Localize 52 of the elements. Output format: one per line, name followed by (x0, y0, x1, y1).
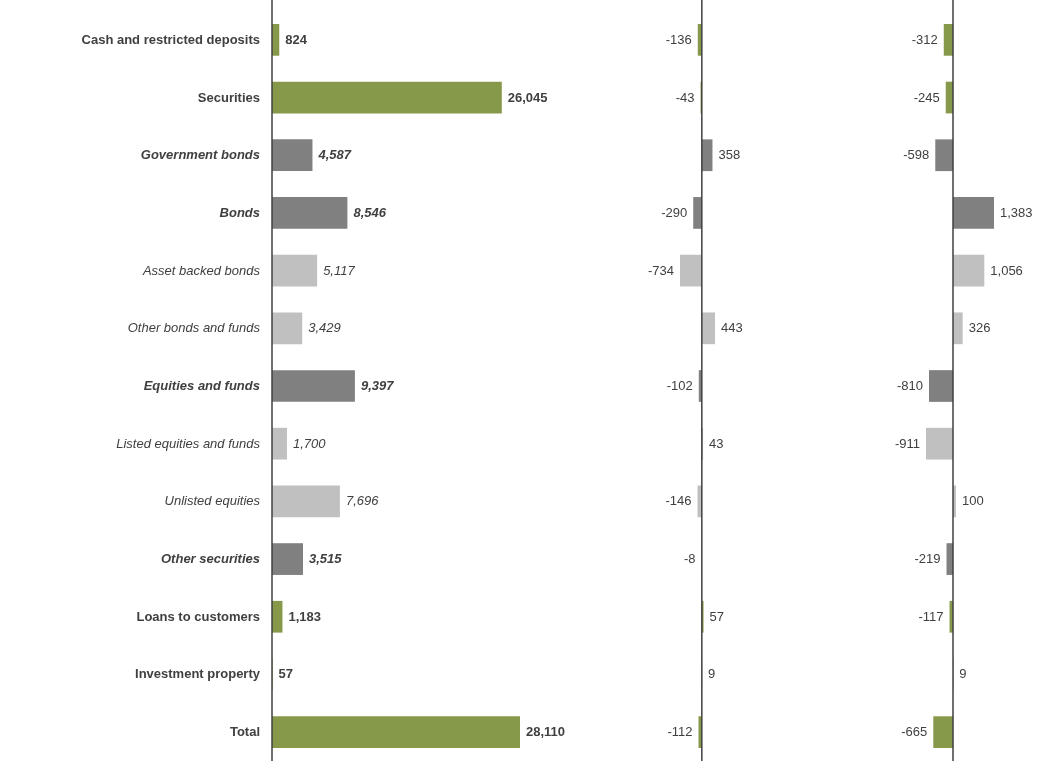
data-label: 358 (718, 147, 741, 163)
data-label: -219 (914, 551, 941, 567)
data-label: 7,696 (345, 493, 380, 509)
data-label: -290 (661, 204, 688, 220)
y-tick-label: Government bonds (140, 147, 260, 163)
data-label: 1,183 (288, 608, 321, 624)
y-tick-label: Securities (197, 89, 260, 105)
data-label: 326 (968, 320, 991, 336)
y-tick-label: Total (229, 724, 260, 740)
data-label: 9 (708, 666, 716, 682)
data-label: -102 (666, 378, 693, 393)
data-label: -312 (911, 31, 938, 47)
data-label: -112 (667, 724, 693, 740)
data-label: 100 (961, 493, 984, 509)
y-tick-label: Investment property (135, 666, 261, 682)
data-label: 5,117 (323, 262, 356, 278)
data-label: 57 (709, 608, 724, 624)
data-label: -8 (684, 551, 696, 567)
data-label: -136 (665, 31, 692, 47)
data-label: 1,700 (293, 435, 327, 451)
y-tick-label: Loans to customers (136, 608, 260, 624)
y-tick-label: Other securities (161, 551, 260, 567)
data-label: 824 (285, 31, 308, 47)
data-label: 1,056 (990, 262, 1023, 278)
y-tick-label: Unlisted equities (164, 493, 261, 509)
data-label: -598 (903, 147, 930, 163)
y-tick-label: Equities and funds (143, 378, 260, 393)
data-label: -810 (896, 378, 923, 393)
data-label: 4,587 (317, 147, 352, 163)
y-tick-label: Other bonds and funds (127, 320, 261, 336)
data-label: 1,383 (1000, 204, 1033, 220)
data-label: -665 (901, 724, 928, 740)
data-label: 57 (278, 666, 293, 682)
data-label: 3,515 (309, 551, 343, 567)
data-label: 443 (721, 320, 743, 336)
data-label: -146 (665, 493, 692, 509)
data-label: 9,397 (360, 378, 395, 393)
y-tick-label: Cash and restricted deposits (81, 31, 260, 47)
y-tick-label: Asset backed bonds (141, 262, 261, 278)
data-label: 9 (959, 666, 967, 682)
data-label: -117 (918, 608, 944, 624)
data-label: -245 (913, 89, 940, 105)
y-tick-label: Bonds (219, 204, 260, 220)
data-label: -734 (647, 262, 674, 278)
data-label: 43 (709, 435, 724, 451)
data-label: 28,110 (526, 724, 566, 740)
data-label: -43 (675, 89, 695, 105)
data-label: -911 (894, 435, 920, 451)
data-label: 3,429 (308, 320, 341, 336)
data-label: 8,546 (353, 204, 387, 220)
data-label: 26,045 (507, 89, 548, 105)
y-tick-label: Listed equities and funds (116, 435, 261, 451)
